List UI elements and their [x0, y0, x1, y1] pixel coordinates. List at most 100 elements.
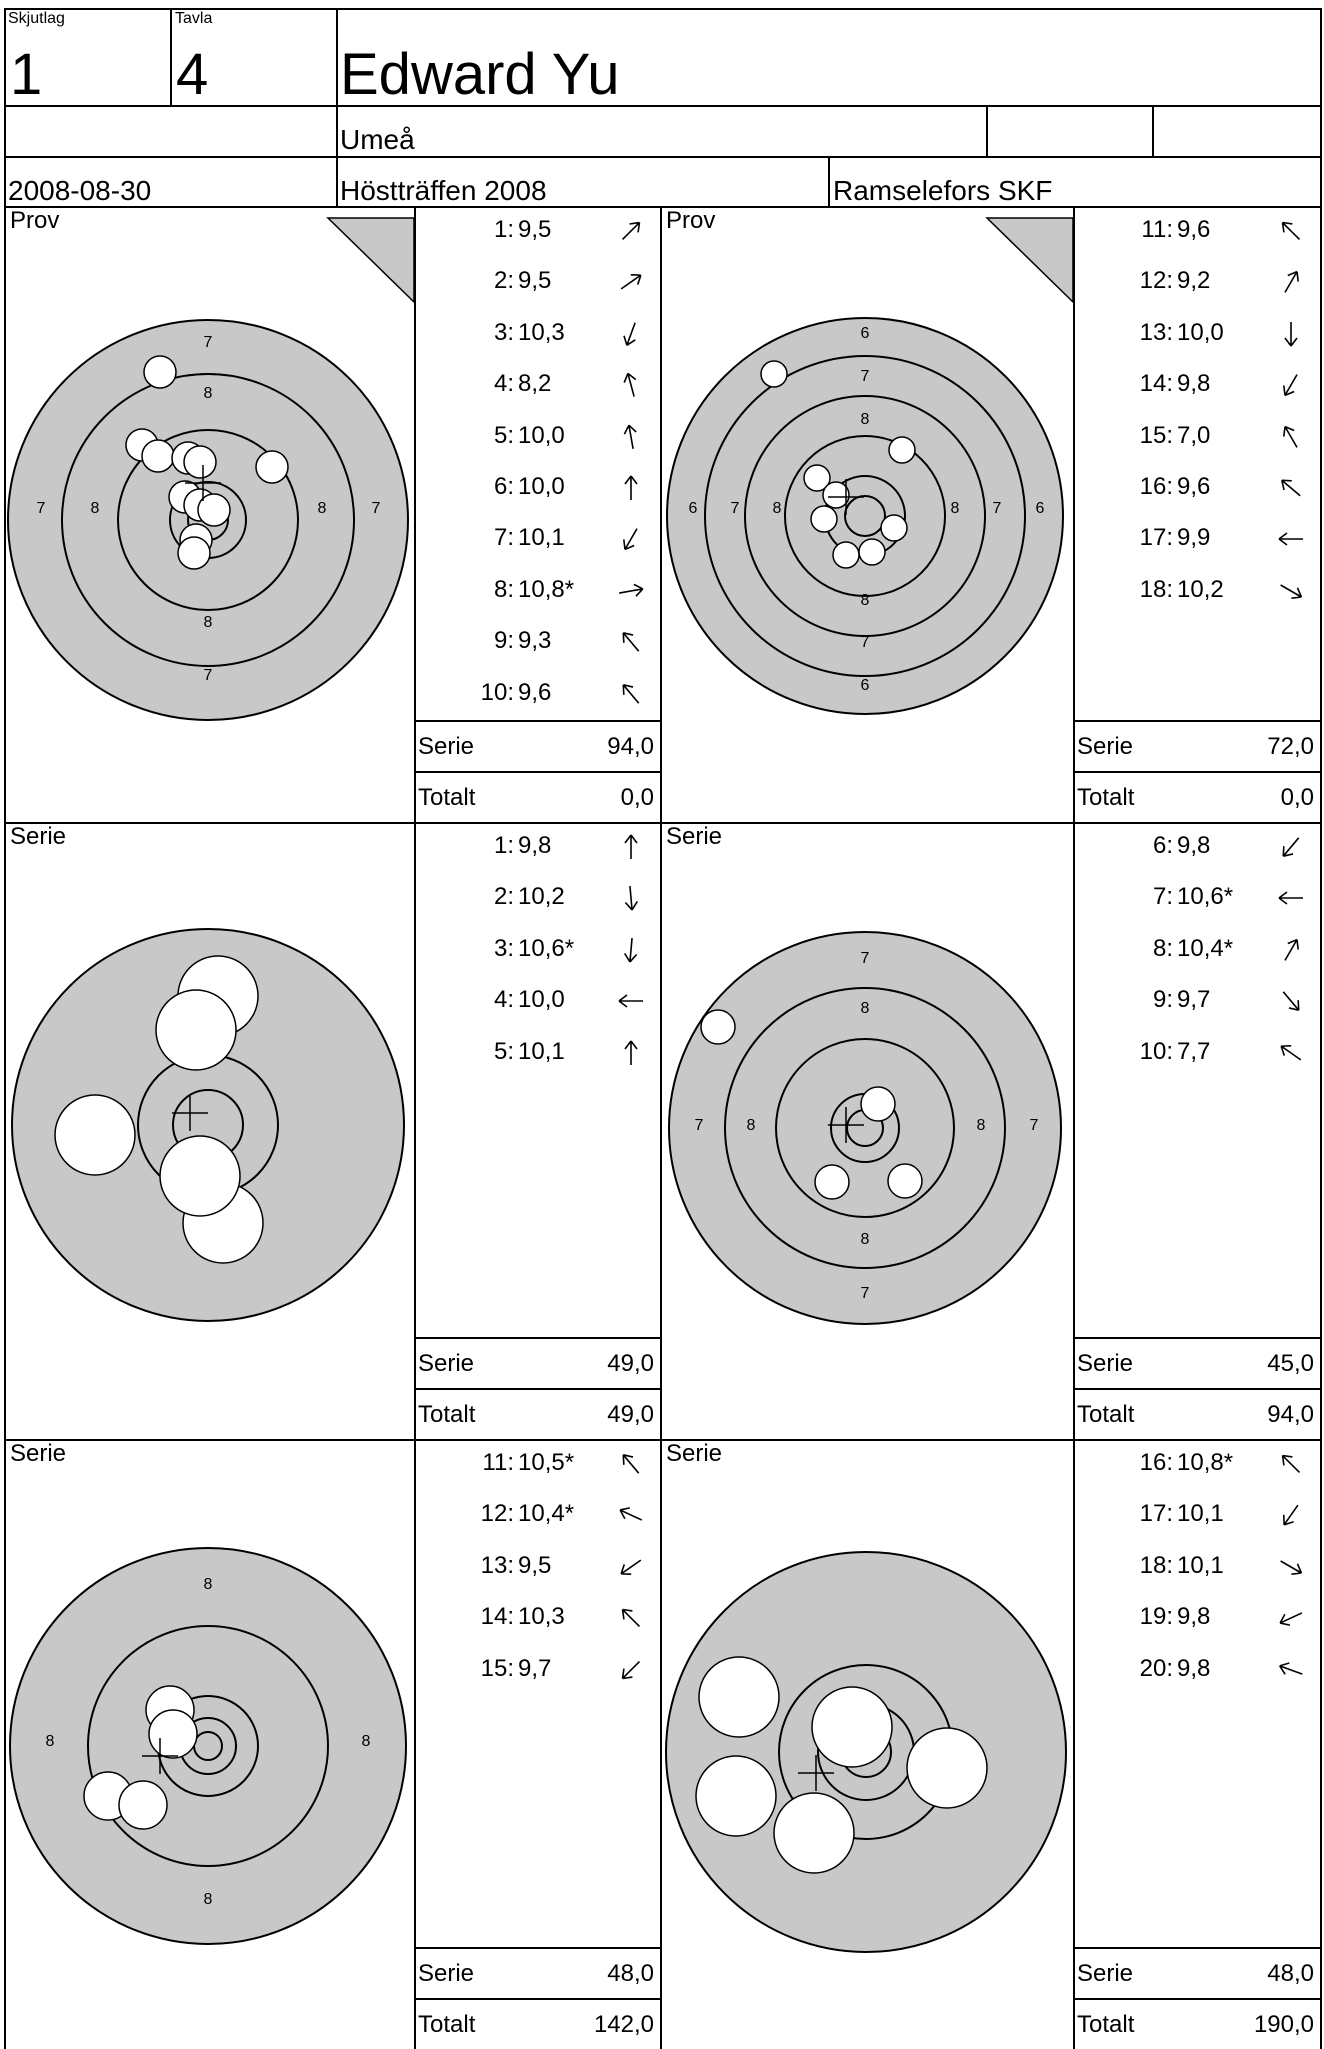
- direction-arrow-icon: [616, 422, 646, 452]
- block-title: Prov: [666, 209, 715, 233]
- shot-value: 9,8: [1177, 372, 1210, 396]
- aim-cross: [142, 1738, 178, 1774]
- direction-arrow-icon: [616, 1038, 646, 1068]
- shot-value: 10,6*: [518, 937, 574, 961]
- target-ring: [138, 1055, 278, 1195]
- totalt-value: 94,0: [1216, 1403, 1314, 1427]
- target-outer-ring: [669, 932, 1061, 1324]
- club-city: Umeå: [340, 126, 415, 154]
- direction-arrow-icon: [1276, 473, 1306, 503]
- serie-value: 49,0: [556, 1352, 654, 1376]
- target-ring: [818, 1704, 914, 1800]
- target-outer-ring: [10, 1548, 406, 1944]
- direction-arrow-icon: [1276, 1500, 1306, 1530]
- shot-value: 9,2: [1177, 269, 1210, 293]
- shot-number: 5:: [472, 1040, 514, 1064]
- shot-hole: [812, 1687, 892, 1767]
- direction-arrow-icon: [1276, 832, 1306, 862]
- skjutlag-value: 1: [10, 46, 42, 104]
- target-outer-ring: [667, 318, 1063, 714]
- ring-number: 6: [689, 500, 698, 517]
- totalt-divider: [1073, 1388, 1320, 1390]
- ring-number: 7: [861, 950, 870, 967]
- target-ring: [847, 1110, 883, 1146]
- shot-number: 16:: [1131, 1451, 1173, 1475]
- shot-number: 19:: [1131, 1605, 1173, 1629]
- direction-arrow-icon: [1276, 883, 1306, 913]
- shot-value: 8,2: [518, 372, 551, 396]
- target-ring: [779, 1665, 953, 1839]
- ring-number: 6: [1036, 500, 1045, 517]
- shot-value: 10,0: [1177, 321, 1224, 345]
- ring-number: 8: [204, 385, 213, 402]
- direction-arrow-icon: [616, 370, 646, 400]
- shot-hole: [144, 356, 176, 388]
- target-ring: [170, 482, 246, 558]
- organizer: Ramselefors SKF: [833, 177, 1052, 205]
- totalt-value: 0,0: [556, 786, 654, 810]
- shot-hole: [815, 1165, 849, 1199]
- ring-number: 8: [204, 614, 213, 631]
- shot-hole: [169, 481, 201, 513]
- shot-number: 12:: [1131, 269, 1173, 293]
- shot-hole: [859, 539, 885, 565]
- shot-number: 15:: [1131, 424, 1173, 448]
- shot-value: 9,7: [518, 1657, 551, 1681]
- serie-label: Serie: [418, 735, 474, 759]
- shot-number: 18:: [1131, 578, 1173, 602]
- shot-hole: [126, 429, 158, 461]
- shot-number: 4:: [472, 372, 514, 396]
- shot-value: 9,3: [518, 629, 551, 653]
- shot-value: 9,6: [1177, 218, 1210, 242]
- totalt-divider: [414, 771, 660, 773]
- totalt-divider: [1073, 771, 1320, 773]
- shot-hole: [811, 506, 837, 532]
- shot-value: 10,1: [518, 1040, 565, 1064]
- date: 2008-08-30: [8, 177, 151, 205]
- shot-value: 9,8: [1177, 1605, 1210, 1629]
- ring-number: 7: [861, 634, 870, 651]
- serie-divider: [414, 1337, 660, 1339]
- block-title: Prov: [10, 209, 59, 233]
- direction-arrow-icon: [1276, 986, 1306, 1016]
- target-ring: [188, 500, 228, 540]
- shot-hole: [184, 489, 216, 521]
- serie-divider: [414, 720, 660, 722]
- corner-triangle: [987, 218, 1073, 302]
- target-ring: [158, 1696, 258, 1796]
- target-ring: [785, 436, 945, 596]
- shot-value: 9,5: [518, 1554, 551, 1578]
- shot-number: 2:: [472, 885, 514, 909]
- ring-number: 8: [362, 1733, 371, 1750]
- shot-hole: [156, 990, 236, 1070]
- ring-number: 7: [204, 667, 213, 684]
- direction-arrow-icon: [1276, 935, 1306, 965]
- shot-number: 2:: [472, 269, 514, 293]
- shot-value: 10,2: [1177, 578, 1224, 602]
- serie-label: Serie: [1077, 1352, 1133, 1376]
- ring-number: 7: [37, 500, 46, 517]
- block-title: Serie: [10, 1442, 66, 1466]
- direction-arrow-icon: [1276, 1655, 1306, 1685]
- totalt-value: 49,0: [556, 1403, 654, 1427]
- shot-number: 4:: [472, 988, 514, 1012]
- totalt-value: 0,0: [1216, 786, 1314, 810]
- direction-arrow-icon: [616, 216, 646, 246]
- shot-number: 13:: [1131, 321, 1173, 345]
- totalt-label: Totalt: [418, 2013, 475, 2037]
- direction-arrow-icon: [1276, 267, 1306, 297]
- shot-value: 9,8: [518, 834, 551, 858]
- ring-number: 8: [977, 1117, 986, 1134]
- direction-arrow-icon: [616, 1655, 646, 1685]
- serie-divider: [1073, 720, 1320, 722]
- shot-hole: [761, 361, 787, 387]
- totalt-divider: [1073, 1998, 1320, 2000]
- shot-value: 9,6: [518, 681, 551, 705]
- shot-number: 6:: [472, 475, 514, 499]
- shot-number: 10:: [1131, 1040, 1173, 1064]
- shot-number: 15:: [472, 1657, 514, 1681]
- shot-hole: [172, 442, 204, 474]
